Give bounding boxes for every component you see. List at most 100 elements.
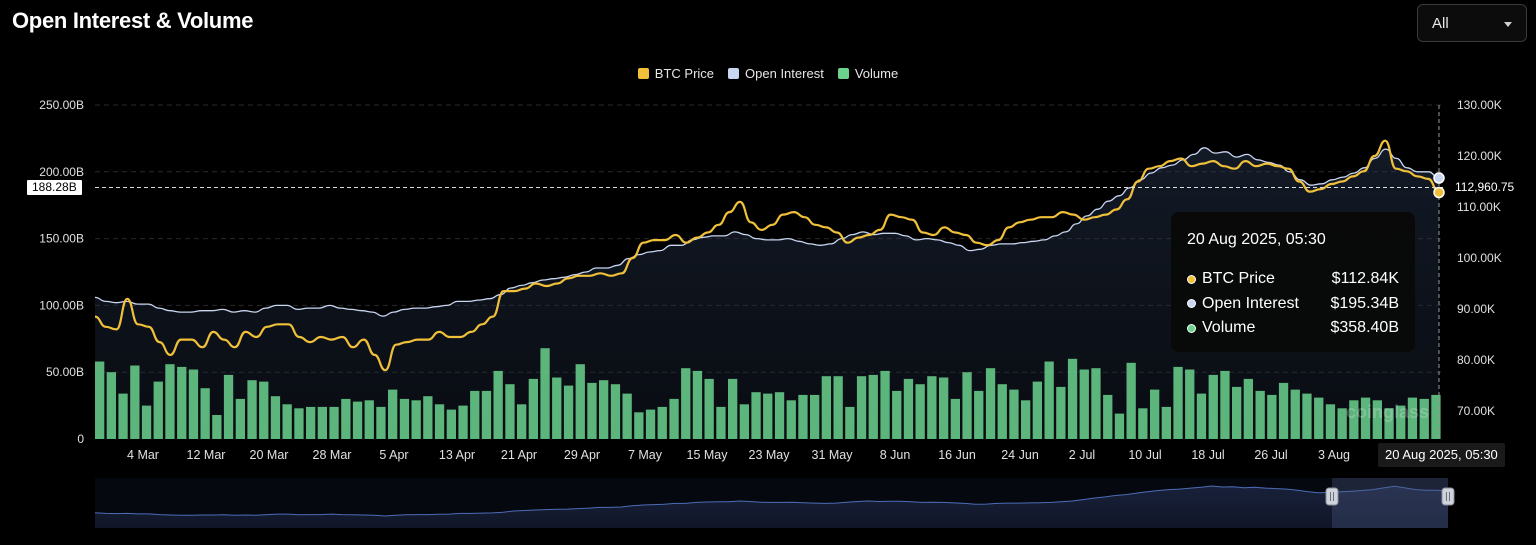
volume-bar	[692, 370, 703, 439]
volume-bar	[200, 388, 210, 439]
volume-bar	[1349, 400, 1359, 439]
left-y-tick-label: 250.00B	[39, 98, 84, 112]
volume-bar	[1161, 406, 1171, 439]
x-tick-label: 23 May	[749, 448, 791, 462]
right-y-tick-label: 120.00K	[1457, 149, 1502, 163]
volume-bar	[728, 378, 738, 439]
volume-bar	[364, 400, 374, 439]
legend-item-btc-price[interactable]: BTC Price	[637, 66, 714, 81]
open-interest-area	[95, 147, 1439, 440]
volume-bar	[434, 404, 445, 439]
volume-bar	[1114, 413, 1125, 439]
volume-bar	[306, 406, 316, 439]
volume-bar	[657, 406, 667, 439]
legend-label-volume: Volume	[854, 66, 899, 81]
volume-bar	[165, 364, 175, 439]
volume-bar	[997, 384, 1007, 439]
volume-bar	[247, 380, 257, 439]
x-tick-label: 31 May	[812, 448, 854, 462]
navigator-handle[interactable]	[1325, 487, 1339, 506]
volume-bar	[1079, 369, 1089, 439]
volume-bar	[341, 398, 351, 439]
volume-bar	[423, 396, 433, 439]
volume-bar	[927, 376, 937, 439]
tooltip-value: $358.40B	[1330, 319, 1399, 337]
legend-label-open-interest: Open Interest	[745, 66, 824, 81]
volume-bar	[587, 382, 597, 439]
volume-bar	[517, 404, 527, 439]
volume-bar	[1278, 382, 1289, 439]
volume-bar	[856, 376, 867, 439]
volume-bar	[1384, 408, 1394, 439]
volume-bar	[411, 400, 421, 439]
volume-bar	[212, 415, 222, 439]
range-select[interactable]: All	[1417, 4, 1527, 42]
navigator-line	[94, 485, 1449, 517]
volume-bar	[317, 406, 327, 439]
tooltip-label: BTC Price	[1202, 270, 1275, 288]
volume-bar	[1314, 397, 1324, 439]
x-tick-label: 12 Mar	[187, 448, 226, 462]
navigator-handle[interactable]	[1441, 487, 1455, 506]
volume-bar	[1150, 389, 1160, 439]
volume-bar	[540, 348, 550, 439]
volume-bar	[1126, 362, 1136, 439]
watermark-text: coinglass	[1346, 402, 1429, 422]
x-tick-label: 3 Aug	[1318, 448, 1350, 462]
left-y-tick-label: 150.00B	[39, 232, 84, 246]
volume-bar	[458, 405, 468, 439]
volume-bar	[763, 393, 773, 439]
volume-bar	[552, 377, 562, 439]
volume-bar	[821, 376, 831, 439]
crosshair-x-label: 20 Aug 2025, 05:30	[1378, 443, 1505, 467]
volume-bar	[610, 384, 621, 439]
volume-bar	[739, 404, 749, 439]
volume-bar	[634, 412, 644, 439]
volume-bar	[1255, 390, 1265, 439]
page-title: Open Interest & Volume	[12, 8, 254, 33]
volume-bar	[1208, 374, 1218, 439]
volume-bar	[294, 408, 304, 439]
volume-bar	[1337, 408, 1347, 439]
volume-bar	[1056, 386, 1066, 439]
volume-bar	[1067, 358, 1078, 439]
volume-bar	[130, 365, 140, 439]
legend-item-volume[interactable]: Volume	[837, 66, 899, 81]
volume-bar	[962, 372, 972, 439]
volume-bar	[1044, 361, 1054, 439]
volume-bar	[868, 374, 878, 439]
volume-bar	[1407, 397, 1418, 439]
volume-bar	[599, 380, 609, 439]
left-y-tick-label: 0	[77, 432, 84, 446]
volume-bar	[1325, 404, 1336, 439]
volume-bar	[1220, 370, 1230, 439]
x-tick-label: 18 Jul	[1191, 448, 1224, 462]
volume-bar	[950, 398, 960, 439]
x-tick-label: 5 Apr	[379, 448, 408, 462]
volume-bar	[1396, 405, 1406, 439]
x-tick-label: 26 Jul	[1254, 448, 1287, 462]
btc-price-marker	[1433, 186, 1445, 199]
left-y-tick-label: 50.00B	[46, 365, 84, 379]
legend-swatch-open-interest	[728, 68, 740, 79]
tooltip-row-btc-price: BTC Price $112.84K	[1187, 267, 1399, 292]
volume-bar	[810, 394, 820, 439]
x-tick-label: 10 Jul	[1128, 448, 1161, 462]
open-interest-area-fill	[95, 147, 1439, 440]
volume-bar	[376, 406, 386, 439]
open-interest-marker	[1433, 172, 1445, 184]
legend-item-open-interest[interactable]: Open Interest	[728, 66, 824, 81]
volume-bar	[915, 384, 925, 439]
chevron-down-icon	[1504, 22, 1512, 27]
range-navigator[interactable]	[94, 478, 1455, 528]
tooltip-row-volume: Volume $358.40B	[1187, 316, 1399, 341]
volume-bar	[1021, 400, 1031, 439]
volume-bar	[645, 409, 656, 439]
right-y-tick-label: 100.00K	[1457, 251, 1502, 265]
x-tick-label: 20 Mar	[250, 448, 289, 462]
tooltip-value: $112.84K	[1331, 270, 1399, 288]
volume-bar	[669, 398, 679, 439]
volume-bar	[892, 390, 902, 439]
volume-bar	[177, 366, 187, 439]
